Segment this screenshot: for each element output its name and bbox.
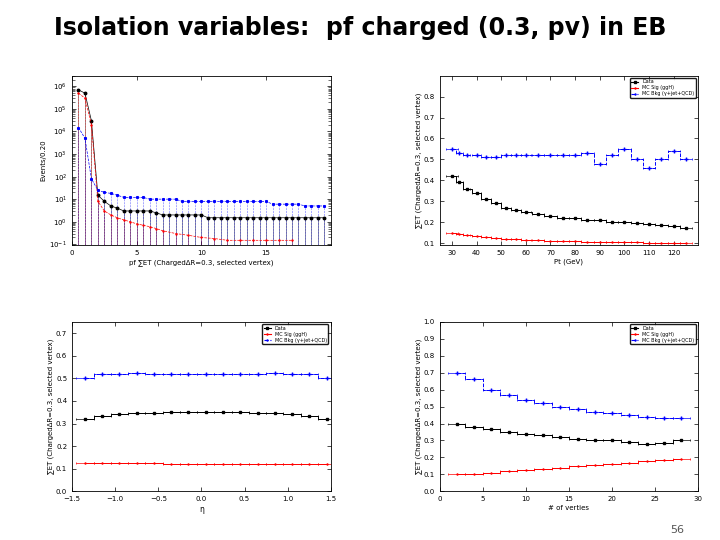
X-axis label: η: η (199, 505, 204, 514)
Legend: Data, MC Sig (ggH), MC Bkg (γ+jet+QCD): Data, MC Sig (ggH), MC Bkg (γ+jet+QCD) (262, 324, 328, 344)
Y-axis label: ∑ET (ChargedΔR=0.3, selected vertex): ∑ET (ChargedΔR=0.3, selected vertex) (415, 339, 422, 474)
Y-axis label: Events/0.20: Events/0.20 (40, 140, 47, 181)
X-axis label: # of verties: # of verties (549, 505, 590, 511)
X-axis label: pf ∑ET (ChargedΔR=0.3, selected vertex): pf ∑ET (ChargedΔR=0.3, selected vertex) (129, 259, 274, 266)
Y-axis label: ∑ET (ChargedΔR=0.3, selected vertex): ∑ET (ChargedΔR=0.3, selected vertex) (415, 93, 422, 228)
Text: 56: 56 (670, 524, 684, 535)
X-axis label: Pt (GeV): Pt (GeV) (554, 259, 583, 266)
Legend: Data, MC Sig (ggH), MC Bkg (γ+jet+QCD): Data, MC Sig (ggH), MC Bkg (γ+jet+QCD) (630, 324, 696, 344)
Legend: Data, MC Sig (ggH), MC Bkg (γ+jet+QCD): Data, MC Sig (ggH), MC Bkg (γ+jet+QCD) (630, 78, 696, 98)
Text: Isolation variables:  pf charged (0.3, pv) in EB: Isolation variables: pf charged (0.3, pv… (54, 16, 666, 40)
Y-axis label: ∑ET (ChargedΔR=0.3, selected vertex): ∑ET (ChargedΔR=0.3, selected vertex) (48, 339, 55, 474)
